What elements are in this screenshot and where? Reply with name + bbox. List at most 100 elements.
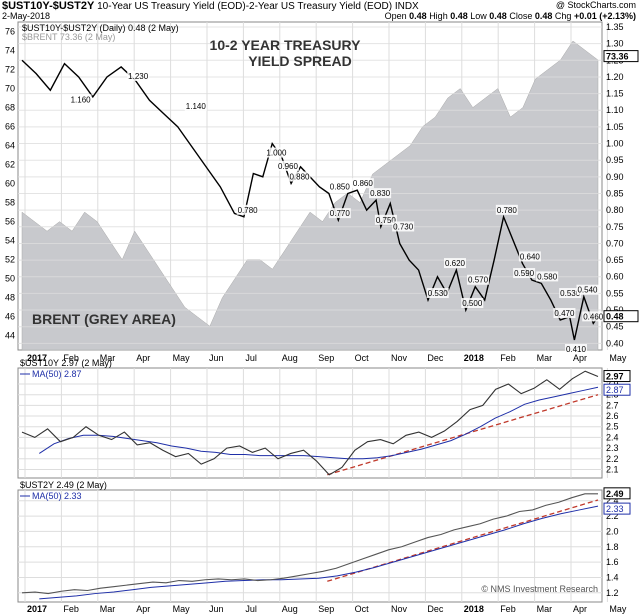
y-right-tick-label: 0.65 bbox=[606, 255, 624, 265]
y-right-tick-label: 0.95 bbox=[606, 155, 624, 165]
close-label: Close bbox=[509, 11, 533, 21]
last-value-tag bbox=[603, 50, 639, 63]
data-label-bg bbox=[328, 208, 351, 219]
x-tick-label-bottom: Sep bbox=[318, 604, 334, 614]
copyright-label[interactable]: @ StockCharts.com bbox=[555, 0, 636, 10]
panel-frame bbox=[17, 367, 603, 479]
y-right-tick-label: 1.15 bbox=[606, 89, 624, 99]
data-label: 0.750 bbox=[376, 216, 397, 225]
y-tick-label: 2.2 bbox=[606, 454, 619, 464]
y-left-tick-label: 74 bbox=[5, 46, 15, 56]
trend-line bbox=[327, 394, 599, 476]
data-label: 0.860 bbox=[353, 179, 374, 188]
legend-spread: $UST10Y-$UST2Y (Daily) 0.48 (2 May) bbox=[22, 23, 179, 33]
data-label: 0.590 bbox=[514, 269, 535, 278]
data-label-bg bbox=[461, 298, 484, 309]
x-tick-label: May bbox=[609, 353, 627, 363]
y-left-tick-label: 58 bbox=[5, 198, 15, 208]
x-tick-label: Oct bbox=[355, 353, 370, 363]
y-right-tick-label: 1.00 bbox=[606, 139, 624, 149]
last-value-tag bbox=[603, 487, 631, 500]
data-label: 0.460 bbox=[583, 312, 604, 321]
x-tick-label: Dec bbox=[427, 353, 444, 363]
y-right-tick-label: 0.40 bbox=[606, 338, 624, 348]
last-value-ma: 2.87 bbox=[606, 385, 624, 395]
x-tick-label-bottom: 2018 bbox=[464, 604, 484, 614]
x-tick-label-bottom: Apr bbox=[136, 604, 150, 614]
y-tick-label: 2.0 bbox=[606, 526, 619, 536]
data-label-bg bbox=[536, 271, 559, 282]
x-tick-label-bottom: Jun bbox=[209, 604, 224, 614]
y-right-tick-label: 0.55 bbox=[606, 288, 624, 298]
x-tick-label: Apr bbox=[136, 353, 150, 363]
y-tick-label: 2.3 bbox=[606, 443, 619, 453]
y-right-tick-label: 0.80 bbox=[606, 205, 624, 215]
watermark: © NMS Investment Research bbox=[481, 584, 598, 594]
last-value-tag bbox=[603, 383, 631, 396]
data-label: 0.850 bbox=[330, 182, 351, 191]
last-value-price: 2.97 bbox=[606, 372, 624, 382]
data-label-bg bbox=[369, 188, 392, 199]
y-tick-label: 2.5 bbox=[606, 422, 619, 432]
y-left-tick-label: 72 bbox=[5, 65, 15, 75]
y-left-tick-label: 60 bbox=[5, 179, 15, 189]
data-label: 1.140 bbox=[186, 102, 207, 111]
chg-value: +0.01 (+2.13%) bbox=[573, 11, 636, 21]
data-label-bg bbox=[392, 221, 415, 232]
y-right-tick-label: 0.90 bbox=[606, 172, 624, 182]
y-right-tick-label: 0.50 bbox=[606, 305, 624, 315]
x-tick-label-bottom: Nov bbox=[391, 604, 408, 614]
ma50-line-series bbox=[39, 505, 599, 600]
y-left-tick-label: 50 bbox=[5, 274, 15, 284]
y-left-tick-label: 56 bbox=[5, 217, 15, 227]
y-left-tick-label: 48 bbox=[5, 293, 15, 303]
data-label-bg bbox=[288, 171, 311, 182]
y-tick-label: 2.4 bbox=[606, 496, 619, 506]
y-right-tick-label: 1.35 bbox=[606, 22, 624, 32]
data-label-bg bbox=[184, 100, 207, 111]
last-value-tag bbox=[603, 502, 631, 515]
x-tick-label: Jun bbox=[209, 353, 224, 363]
last-value-ma: 2.33 bbox=[606, 504, 624, 514]
chart-header: $UST10Y-$UST2Y 10-Year US Treasury Yield… bbox=[0, 0, 640, 22]
legend-ma: MA(50) 2.33 bbox=[32, 491, 82, 501]
y-left-tick-label: 44 bbox=[5, 331, 15, 341]
data-label: 0.880 bbox=[289, 173, 310, 182]
data-label: 0.620 bbox=[445, 259, 466, 268]
open-label: Open bbox=[384, 11, 407, 21]
last-value-tag bbox=[603, 370, 631, 383]
data-label-bg bbox=[374, 214, 397, 225]
data-label: 0.570 bbox=[468, 276, 489, 285]
data-label: 1.160 bbox=[71, 95, 92, 104]
chart-date: 2-May-2018 bbox=[2, 11, 51, 21]
data-label-bg bbox=[518, 251, 541, 262]
x-tick-label-bottom: Mar bbox=[100, 604, 116, 614]
data-label: 0.530 bbox=[428, 289, 449, 298]
x-tick-label-bottom: Dec bbox=[427, 604, 444, 614]
y-left-tick-label: 54 bbox=[5, 236, 15, 246]
y-tick-label: 2.4 bbox=[606, 432, 619, 442]
data-label-bg bbox=[576, 284, 599, 295]
data-label: 1.000 bbox=[266, 149, 287, 158]
data-label-bg bbox=[351, 178, 374, 189]
x-tick-label: May bbox=[173, 353, 191, 363]
data-label: 0.960 bbox=[278, 162, 299, 171]
x-tick-label-bottom: Oct bbox=[355, 604, 370, 614]
data-label-bg bbox=[236, 204, 259, 215]
y-tick-label: 1.8 bbox=[606, 542, 619, 552]
legend-price: $UST10Y 2.97 (2 May) bbox=[20, 358, 112, 368]
ma50-line-series bbox=[39, 386, 599, 460]
low-label: Low bbox=[470, 11, 487, 21]
y-right-tick-label: 1.10 bbox=[606, 105, 624, 115]
y-tick-label: 2.6 bbox=[606, 411, 619, 421]
y-left-tick-label: 76 bbox=[5, 27, 15, 37]
data-label-bg bbox=[127, 70, 150, 81]
y-tick-label: 1.4 bbox=[606, 572, 619, 582]
x-tick-label: Mar bbox=[537, 353, 553, 363]
chg-label: Chg bbox=[554, 11, 572, 21]
ohlc-readout: Open 0.48 High 0.48 Low 0.48 Close 0.48 … bbox=[385, 11, 636, 21]
data-label-bg bbox=[495, 204, 518, 215]
symbol-label: $UST10Y-$UST2Y bbox=[2, 0, 95, 12]
legend-price: $UST2Y 2.49 (2 May) bbox=[20, 480, 107, 490]
price-line-series bbox=[21, 493, 598, 595]
